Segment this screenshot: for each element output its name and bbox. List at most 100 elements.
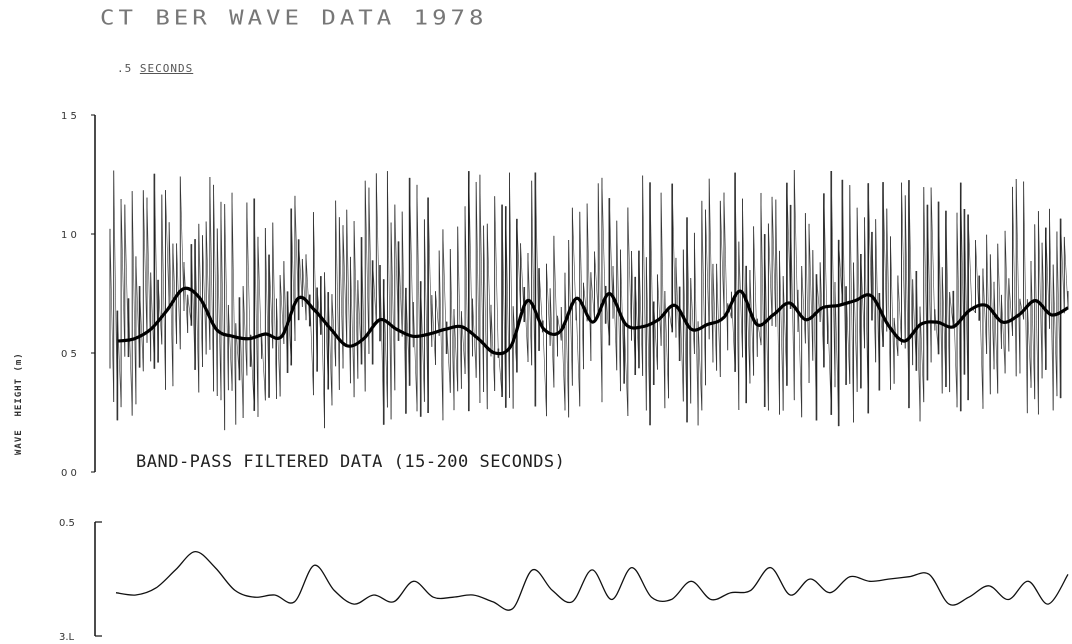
raw-connector [420,281,425,402]
raw-connector [198,223,203,367]
raw-connector [490,304,495,392]
raw-connector [413,302,418,412]
smoothed-series-line [117,286,1069,356]
raw-connector [368,187,373,365]
raw-connector [801,265,806,344]
raw-connector [527,253,532,366]
raw-connector [1064,236,1069,310]
raw-connector [934,309,939,355]
raw-connector [342,225,348,347]
raw-connector [205,221,211,350]
raw-connector [671,183,677,338]
raw-connector [387,171,392,420]
subtitle-units: SECONDS [139,62,194,75]
raw-connector [438,250,444,421]
raw-connector [579,211,584,370]
raw-connector [213,184,218,397]
raw-connector [827,305,832,415]
raw-connector [949,292,954,329]
raw-connector [265,228,270,398]
bottom-y-tick-label: 3.L [59,632,75,643]
raw-connector [431,295,436,365]
raw-connector [686,217,692,404]
raw-connector [139,286,144,372]
raw-connector [231,192,237,425]
raw-connector [124,204,129,358]
top-panel: 0 0 0 5 1 0 1 5 [61,111,1069,479]
raw-connector [453,309,458,392]
raw-connector [523,287,529,363]
raw-connector [912,279,917,371]
raw-connector [941,267,947,388]
raw-connector [664,291,669,399]
raw-connector [542,320,547,417]
raw-connector [1012,186,1017,377]
raw-connector [938,201,943,394]
raw-connector [372,260,377,325]
raw-connector [394,204,399,341]
raw-spikes [109,170,1069,431]
raw-connector [531,180,536,407]
raw-connector [398,241,403,337]
raw-connector [220,201,225,431]
raw-connector [782,276,788,386]
raw-connector [335,200,340,390]
raw-connector [1001,294,1006,374]
raw-connector [150,272,155,369]
raw-connector [631,251,636,376]
raw-connector [790,204,795,401]
raw-connector [738,241,743,358]
raw-connector [897,275,902,345]
raw-connector [538,268,544,333]
raw-connector [353,221,359,379]
raw-connector [612,266,618,371]
raw-connector [945,210,950,393]
raw-connector [771,196,777,327]
raw-connector [305,254,311,327]
raw-connector [701,200,706,386]
raw-connector [1027,299,1032,388]
raw-connector [590,272,595,322]
top-y-tick-label: 0 0 [61,468,77,479]
raw-connector [479,174,484,393]
raw-connector [753,226,758,357]
raw-connector [468,171,473,357]
raw-connector [409,177,414,348]
raw-connector [830,171,836,388]
raw-connector [257,236,262,359]
raw-connector [191,244,196,370]
raw-connector [997,243,1002,349]
raw-connector [967,214,973,310]
raw-connector [586,203,592,361]
raw-connector [923,187,928,381]
bottom-panel: 3.L 0.5 [59,518,1069,643]
raw-connector [953,290,958,408]
raw-connector [287,291,292,366]
raw-connector [253,198,259,417]
raw-connector [705,209,710,340]
raw-connector [1034,224,1039,415]
raw-connector [745,265,751,384]
raw-connector [793,170,799,332]
raw-connector [860,254,865,349]
raw-connector [823,193,828,344]
raw-connector [187,294,192,326]
raw-connector [653,301,658,370]
raw-connector [594,251,599,317]
raw-connector [842,179,847,385]
raw-connector [901,182,906,349]
raw-connector [327,292,333,406]
raw-connector [361,237,366,392]
raw-connector [501,204,507,408]
raw-connector [339,217,344,369]
raw-connector [113,170,118,421]
raw-connector [964,208,969,401]
raw-connector [509,172,514,409]
raw-connector [464,206,470,412]
raw-connector [779,250,784,411]
raw-connector [261,333,266,401]
raw-connector [816,274,821,323]
raw-connector [597,183,603,403]
raw-connector [309,294,314,396]
